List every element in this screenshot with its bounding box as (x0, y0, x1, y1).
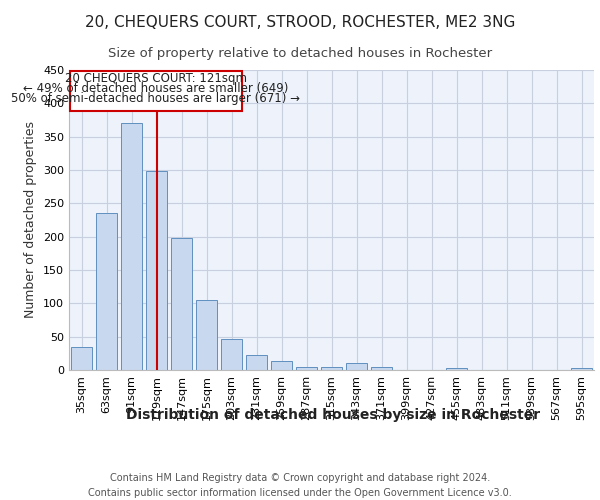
Bar (71, 346, 92, 370)
Text: 20 CHEQUERS COURT: 121sqm: 20 CHEQUERS COURT: 121sqm (65, 72, 247, 85)
Y-axis label: Number of detached properties: Number of detached properties (25, 122, 37, 318)
Bar (246, 356, 267, 370)
Bar (196, 300, 217, 370)
Text: ← 49% of detached houses are smaller (649): ← 49% of detached houses are smaller (64… (23, 82, 289, 95)
Bar (371, 366, 392, 370)
Text: 20, CHEQUERS COURT, STROOD, ROCHESTER, ME2 3NG: 20, CHEQUERS COURT, STROOD, ROCHESTER, M… (85, 15, 515, 30)
Bar (96, 212, 117, 370)
Bar (446, 368, 467, 370)
Bar (571, 368, 592, 370)
Text: 50% of semi-detached houses are larger (671) →: 50% of semi-detached houses are larger (… (11, 92, 301, 105)
Bar (121, 124, 142, 370)
FancyBboxPatch shape (70, 70, 241, 112)
Text: Contains HM Land Registry data © Crown copyright and database right 2024.
Contai: Contains HM Land Registry data © Crown c… (88, 472, 512, 498)
Bar (321, 366, 342, 370)
Bar (346, 364, 367, 370)
Bar (221, 340, 242, 370)
Text: Distribution of detached houses by size in Rochester: Distribution of detached houses by size … (126, 408, 540, 422)
Text: Size of property relative to detached houses in Rochester: Size of property relative to detached ho… (108, 48, 492, 60)
Bar (171, 238, 192, 370)
Bar (146, 172, 167, 370)
Bar (271, 360, 292, 370)
Bar (296, 366, 317, 370)
